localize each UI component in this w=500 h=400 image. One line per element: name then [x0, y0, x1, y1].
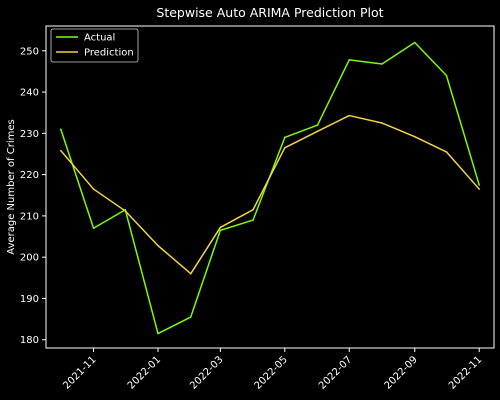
y-tick-label: 220 [20, 170, 39, 181]
y-tick-label: 250 [20, 46, 39, 57]
data-point-actual [219, 229, 222, 232]
data-point-prediction [445, 151, 448, 153]
series-lines [59, 41, 481, 335]
data-point-actual [316, 124, 319, 126]
data-point-prediction [381, 122, 383, 124]
x-axis: 2021-11 2022-01 2022-03 2022-05 2022-07 2022-… [61, 348, 484, 392]
data-point-actual [413, 41, 416, 44]
data-point-actual [92, 227, 95, 230]
x-tick-label: 2022-05 [253, 354, 290, 391]
series-line-actual [60, 41, 480, 335]
x-tick-label: 2022-07 [317, 354, 354, 391]
data-point-prediction [413, 135, 416, 138]
x-tick-label: 2021-11 [61, 354, 98, 391]
x-tick-label: 2022-01 [126, 354, 163, 391]
plot-area-frame [45, 25, 495, 349]
legend-label-actual: Actual [84, 33, 115, 44]
x-tick-label: 2022-03 [188, 354, 225, 391]
data-point-prediction [219, 226, 222, 229]
y-tick-label: 200 [20, 253, 39, 264]
y-tick-label: 240 [20, 88, 39, 99]
data-point-prediction [348, 114, 351, 117]
data-point-prediction [283, 146, 286, 149]
data-point-prediction [59, 149, 62, 152]
data-point-actual [59, 128, 62, 131]
y-tick-label: 190 [20, 294, 39, 305]
data-point-actual [478, 184, 481, 186]
data-point-prediction [124, 210, 127, 212]
data-point-actual [348, 59, 351, 61]
x-tick-label: 2022-09 [383, 354, 420, 391]
legend: Actual Prediction [50, 28, 139, 63]
y-tick-label: 180 [20, 335, 39, 346]
data-point-actual [445, 74, 448, 77]
data-point-actual [252, 219, 254, 221]
data-point-prediction [478, 188, 481, 190]
data-point-prediction [157, 244, 159, 247]
y-axis: 180 190 200 210 220 230 240 250 [20, 46, 46, 346]
y-tick-label: 230 [20, 129, 39, 140]
series-line-prediction [60, 114, 480, 275]
data-point-prediction [252, 208, 254, 211]
data-point-actual [381, 63, 383, 65]
data-point-prediction [92, 188, 95, 190]
legend-label-prediction: Prediction [84, 48, 134, 59]
data-point-prediction [189, 272, 192, 275]
y-axis-label: Average Number of Crimes [6, 119, 17, 254]
x-tick-label: 2022-11 [447, 354, 484, 391]
data-point-actual [157, 332, 159, 335]
data-point-actual [283, 136, 286, 139]
chart-title: Stepwise Auto ARIMA Prediction Plot [156, 5, 383, 20]
data-point-actual [189, 316, 192, 318]
data-point-prediction [316, 130, 319, 133]
y-tick-label: 210 [20, 211, 39, 222]
